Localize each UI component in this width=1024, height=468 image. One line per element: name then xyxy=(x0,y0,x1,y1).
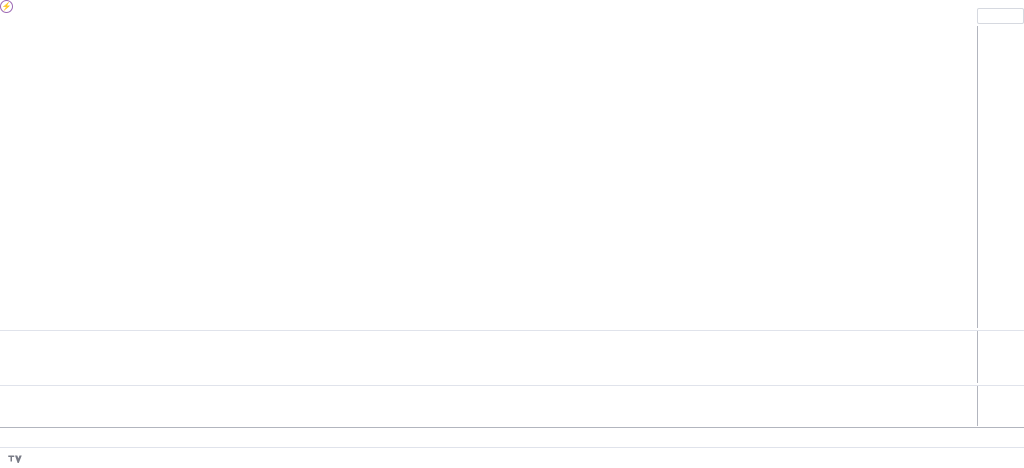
panel-divider-rsi xyxy=(0,330,1024,331)
footer-bar xyxy=(0,447,1024,468)
macd-chart-canvas xyxy=(0,386,977,426)
rsi-chart-canvas xyxy=(0,331,977,383)
currency-unit-box[interactable] xyxy=(977,8,1024,24)
rsi-axis[interactable] xyxy=(977,331,1024,383)
tradingview-logo[interactable] xyxy=(8,454,26,463)
macd-axis[interactable] xyxy=(977,386,1024,426)
macd-panel[interactable] xyxy=(0,386,977,426)
panel-divider-macd xyxy=(0,385,1024,386)
rsi-panel[interactable] xyxy=(0,331,977,383)
tradingview-mark-icon xyxy=(8,455,22,463)
lightning-icon[interactable]: ⚡ xyxy=(0,0,13,13)
price-axis[interactable] xyxy=(977,26,1024,328)
price-panel[interactable] xyxy=(0,26,977,328)
time-axis[interactable] xyxy=(0,427,1024,447)
price-chart-canvas xyxy=(0,26,977,328)
